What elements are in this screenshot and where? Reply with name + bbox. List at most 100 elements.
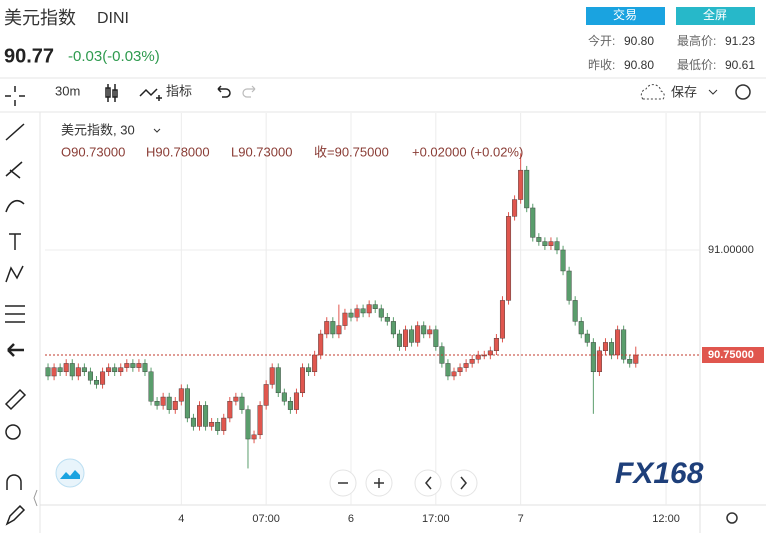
crosshair-icon[interactable] xyxy=(5,86,25,106)
legend-low: L90.73000 xyxy=(231,144,292,159)
candle-body xyxy=(257,405,263,436)
candle-body xyxy=(287,401,293,410)
candle-body xyxy=(197,405,203,427)
lock-tool[interactable] xyxy=(5,504,26,526)
fullscreen-button-label[interactable]: 全屏 xyxy=(703,7,727,22)
fullscreen-button[interactable] xyxy=(676,7,755,25)
scroll-home[interactable] xyxy=(55,458,85,488)
scroll-home-icon[interactable] xyxy=(60,470,80,479)
candle-body xyxy=(318,333,324,356)
candle-body xyxy=(190,417,196,427)
candle-body xyxy=(227,401,233,419)
indicator-button[interactable]: 指标 xyxy=(166,83,192,98)
candle-body xyxy=(530,207,536,238)
candle-body xyxy=(487,350,493,356)
hide-tool[interactable] xyxy=(7,343,24,357)
candle-body xyxy=(469,359,475,364)
zoom-tool[interactable] xyxy=(5,424,21,440)
candle-body xyxy=(300,367,306,394)
candle-body xyxy=(160,396,166,406)
candle-body xyxy=(457,367,463,373)
legend-title: 美元指数, 30 xyxy=(61,122,135,137)
watermark: FX168 xyxy=(615,457,704,490)
candle-body xyxy=(81,367,87,373)
candle-body xyxy=(130,363,136,368)
candle-body xyxy=(342,312,348,326)
legend-change: +0.02000 (+0.02%) xyxy=(412,144,523,159)
zoom-out-button[interactable] xyxy=(329,469,357,497)
candle-body xyxy=(203,405,209,427)
save-dropdown[interactable] xyxy=(708,89,718,95)
trade-button-label[interactable]: 交易 xyxy=(613,7,637,22)
stat-label: 最高价: xyxy=(677,33,716,48)
measure-tool[interactable] xyxy=(5,305,25,323)
stat-label: 今开: xyxy=(588,33,615,48)
magnet-tool[interactable] xyxy=(6,474,22,490)
candle-body xyxy=(330,321,336,335)
line-tool[interactable] xyxy=(5,123,25,141)
y-tick-label: 91.00000 xyxy=(708,244,754,256)
candle-body xyxy=(554,241,560,251)
candle-body xyxy=(409,329,415,343)
collapse-toolbar[interactable] xyxy=(33,489,38,507)
candle-body xyxy=(100,371,106,385)
zoom-in-button[interactable] xyxy=(365,469,393,497)
candle-body xyxy=(112,367,118,373)
settings-icon[interactable] xyxy=(735,84,751,100)
ruler-tool[interactable] xyxy=(4,388,27,411)
candle-body xyxy=(596,350,602,373)
trade-button[interactable] xyxy=(586,7,665,25)
last-price-label: 90.75000 xyxy=(708,349,754,361)
brush-tool[interactable] xyxy=(5,199,25,213)
candle-body xyxy=(566,270,572,301)
stat-value: 90.80 xyxy=(624,34,654,48)
candle-body xyxy=(239,396,245,410)
candle-body xyxy=(602,342,608,352)
candle-body xyxy=(178,388,184,402)
redo-icon[interactable] xyxy=(242,85,256,98)
candle-body xyxy=(209,422,215,427)
x-tick-label: 07:00 xyxy=(252,513,280,525)
stat-value: 90.61 xyxy=(725,58,755,72)
indicator-icon[interactable] xyxy=(139,88,162,101)
candle-body xyxy=(251,434,257,440)
pattern-tool[interactable] xyxy=(5,265,24,283)
text-tool[interactable] xyxy=(9,233,21,250)
instrument-name: 美元指数 xyxy=(4,8,76,28)
candle-body xyxy=(366,304,372,314)
candle-body xyxy=(421,325,427,335)
candle-body xyxy=(233,396,239,402)
undo-icon[interactable] xyxy=(217,85,231,98)
candle-body xyxy=(57,367,63,373)
scroll-right-button[interactable] xyxy=(450,469,478,497)
candle-body xyxy=(336,325,342,335)
price-change: -0.03(-0.03%) xyxy=(68,48,160,65)
candle-body xyxy=(87,371,93,381)
stat-label: 最低价: xyxy=(677,58,716,72)
fib-tool[interactable] xyxy=(5,161,23,179)
interval-button[interactable]: 30m xyxy=(55,83,80,98)
axis-settings[interactable] xyxy=(726,512,738,524)
candle-body xyxy=(172,401,178,410)
candle-body xyxy=(560,249,566,272)
x-tick-label: 4 xyxy=(178,513,184,525)
x-tick-label: 6 xyxy=(348,513,354,525)
scroll-left-button[interactable] xyxy=(414,469,442,497)
candle-body xyxy=(263,384,269,406)
candle-body xyxy=(281,392,287,402)
candle-body xyxy=(63,363,69,373)
last-price-box xyxy=(702,347,764,364)
candle-body xyxy=(548,241,554,246)
legend-dropdown[interactable] xyxy=(153,128,161,133)
candle-body xyxy=(324,321,330,335)
candle-body xyxy=(269,367,275,385)
stat-value: 91.23 xyxy=(725,34,755,48)
save-button[interactable]: 保存 xyxy=(671,84,697,99)
candle-body xyxy=(306,367,312,373)
x-tick-label: 17:00 xyxy=(422,513,450,525)
candle-body xyxy=(275,367,281,394)
candle-body xyxy=(445,363,451,377)
cloud-icon[interactable] xyxy=(640,84,665,100)
candle-icon[interactable] xyxy=(105,84,118,102)
